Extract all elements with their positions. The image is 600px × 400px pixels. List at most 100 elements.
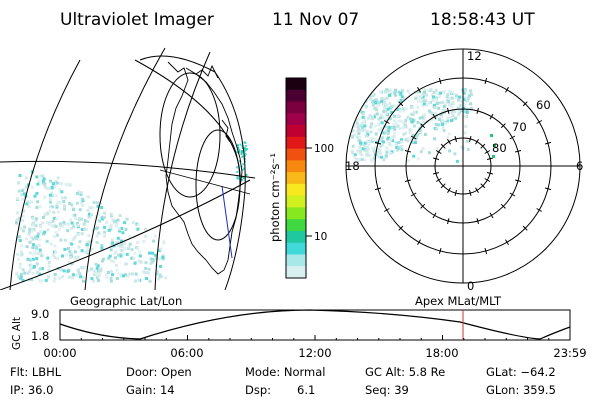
speckle-pixel: [161, 255, 165, 259]
speckle-pixel: [29, 236, 33, 239]
instrument-title: Ultraviolet Imager: [60, 10, 214, 30]
speckle-pixel: [82, 222, 86, 226]
speckle-pixel: [245, 173, 248, 176]
lon-line: [84, 47, 166, 290]
speckle-pixel: [396, 124, 400, 128]
speckle-pixel: [60, 190, 64, 194]
speckle-pixel: [31, 217, 35, 221]
speckle-pixel: [151, 251, 154, 255]
speckle-pixel: [53, 224, 56, 228]
green-point: [493, 144, 496, 147]
speckle-pixel: [21, 279, 25, 282]
colorbar: 100 10 photon cm⁻²s⁻¹: [268, 77, 334, 279]
speckle-pixel: [451, 100, 455, 104]
speckle-pixel: [469, 102, 473, 106]
speckle-pixel: [242, 163, 245, 166]
speckle-pixel: [148, 251, 151, 255]
speckle-pixel: [400, 138, 403, 142]
speckle-pixel: [418, 116, 422, 120]
polar-tick: [505, 86, 509, 93]
speckle-pixel: [422, 116, 426, 120]
speckle-pixel: [416, 157, 420, 161]
speckle-pixel: [123, 246, 127, 250]
speckle-pixel: [56, 257, 59, 261]
speckle-pixel: [419, 150, 423, 154]
speckle-pixel: [153, 234, 157, 238]
speckle-pixel: [351, 135, 354, 139]
speckle-pixel: [456, 98, 460, 102]
speckle-pixel: [378, 149, 382, 153]
speckle-pixel: [105, 273, 108, 276]
polar-tick: [505, 239, 509, 246]
speckle-pixel: [442, 111, 446, 115]
speckle-pixel: [359, 129, 363, 133]
speckle-pixel: [389, 110, 393, 114]
speckle-pixel: [19, 227, 23, 231]
speckle-pixel: [361, 112, 365, 116]
speckle-pixel: [41, 174, 45, 178]
speckle-pixel: [447, 132, 451, 136]
altitude-xtick-2359: 23:59: [553, 346, 586, 360]
speckle-pixel: [365, 130, 369, 134]
speckle-pixel: [237, 146, 239, 149]
speckle-pixel: [362, 104, 366, 108]
speckle-pixel: [441, 122, 445, 126]
speckle-pixel: [125, 217, 129, 221]
speckle-pixel: [391, 139, 395, 143]
polar-tick: [480, 143, 486, 149]
speckle-pixel: [18, 266, 22, 269]
speckle-pixel: [361, 115, 365, 119]
speckle-pixel: [109, 244, 113, 248]
speckle-pixel: [136, 223, 140, 227]
speckle-pixel: [427, 151, 431, 155]
speckle-pixel: [96, 279, 100, 283]
speckle-pixel: [371, 103, 375, 107]
speckle-pixel: [16, 252, 20, 256]
speckle-pixel: [385, 88, 389, 92]
speckle-pixel: [431, 114, 435, 118]
mlt-label-0: 0: [467, 279, 474, 293]
speckle-pixel: [88, 212, 91, 216]
speckle-pixel: [392, 125, 396, 129]
speckle-pixel: [25, 202, 29, 206]
speckle-pixel: [388, 142, 392, 146]
speckle-pixel: [25, 185, 29, 189]
speckle-pixel: [107, 256, 111, 260]
speckle-pixel: [110, 238, 114, 242]
speckle-pixel: [98, 268, 102, 272]
speckle-pixel: [421, 95, 425, 99]
speckle-pixel: [28, 251, 32, 255]
speckle-pixel: [413, 141, 417, 144]
speckle-pixel: [399, 119, 403, 123]
speckle-pixel: [397, 115, 401, 118]
polar-tick: [410, 192, 417, 197]
speckle-pixel: [439, 112, 443, 116]
speckle-pixel: [61, 254, 64, 258]
speckle-pixel: [97, 274, 101, 277]
speckle-pixel: [241, 175, 244, 178]
speckle-pixel: [146, 271, 150, 275]
speckle-pixel: [393, 119, 397, 123]
speckle-pixel: [71, 238, 75, 242]
polar-tick: [435, 150, 442, 154]
speckle-pixel: [39, 251, 42, 255]
polar-tick: [432, 113, 437, 120]
speckle-pixel: [86, 245, 90, 249]
speckle-pixel: [38, 272, 42, 276]
speckle-pixel: [448, 103, 452, 107]
speckle-pixel: [364, 148, 368, 152]
speckle-pixel: [374, 138, 378, 142]
speckle-pixel: [162, 240, 166, 244]
colorbar-band: [286, 136, 306, 150]
speckle-pixel: [375, 108, 378, 112]
speckle-pixel: [236, 144, 239, 147]
speckle-pixel: [400, 145, 404, 149]
polar-tick: [435, 178, 442, 182]
polar-tick: [374, 141, 382, 145]
speckle-pixel: [389, 137, 393, 141]
speckle-pixel: [21, 268, 25, 272]
speckle-pixel: [443, 122, 447, 125]
green-point: [492, 155, 495, 158]
speckle-pixel: [384, 130, 388, 134]
speckle-pixel: [60, 182, 64, 186]
